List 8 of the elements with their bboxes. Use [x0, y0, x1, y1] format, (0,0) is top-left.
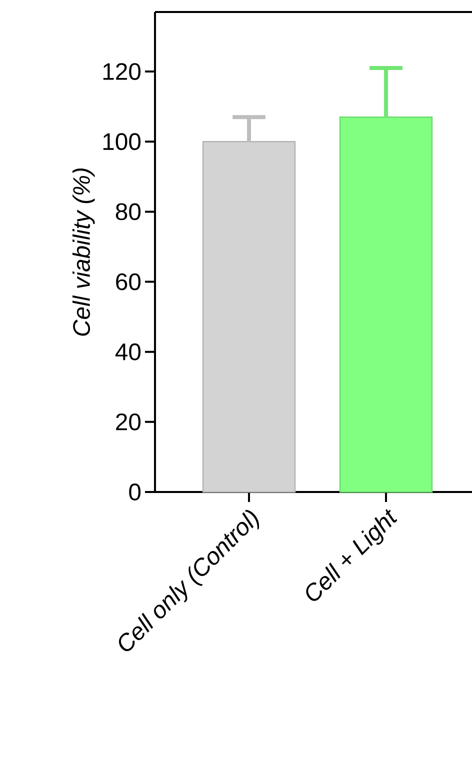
y-axis-title: Cell viability (%)	[72, 168, 95, 336]
y-tick-label: 60	[116, 273, 141, 290]
y-tick-label: 100	[103, 133, 141, 150]
y-tick-label: 0	[129, 484, 141, 500]
y-tick-label: 120	[103, 63, 141, 80]
y-tick-label: 80	[116, 203, 141, 220]
y-tick-label: 20	[116, 413, 141, 430]
y-tick-label: 40	[115, 343, 141, 360]
